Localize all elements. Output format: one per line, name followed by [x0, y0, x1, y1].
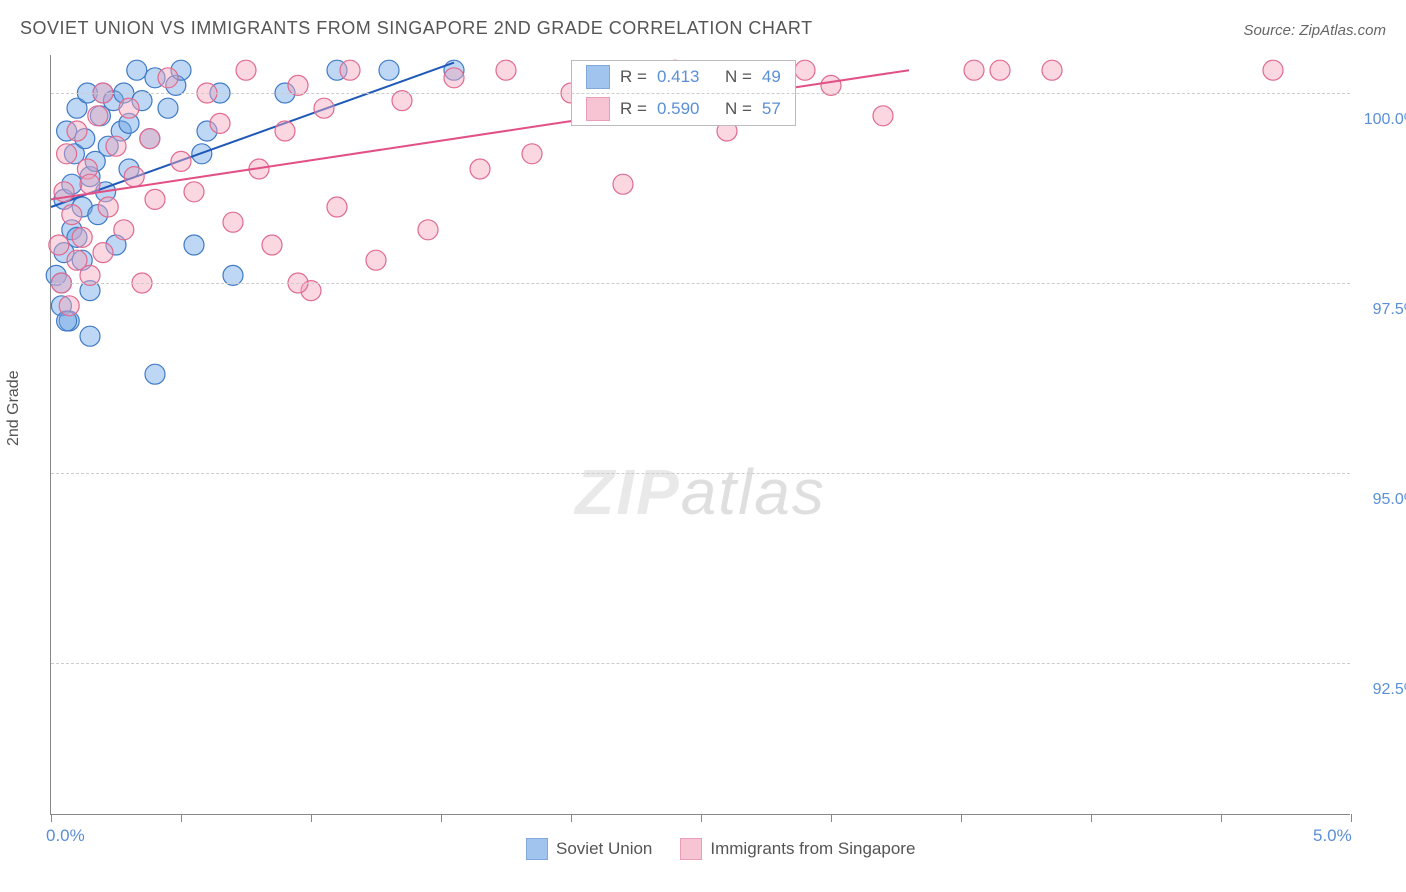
x-tick — [1221, 814, 1222, 822]
data-point-singapore — [98, 197, 118, 217]
data-point-singapore — [470, 159, 490, 179]
chart-container: SOVIET UNION VS IMMIGRANTS FROM SINGAPOR… — [0, 0, 1406, 892]
x-tick — [441, 814, 442, 822]
legend-r-value: 0.413 — [657, 67, 715, 87]
data-point-soviet — [158, 98, 178, 118]
x-tick — [51, 814, 52, 822]
data-point-singapore — [262, 235, 282, 255]
legend-swatch-singapore — [586, 97, 610, 121]
data-point-soviet — [145, 364, 165, 384]
x-tick — [181, 814, 182, 822]
data-point-singapore — [418, 220, 438, 240]
legend-n-label: N = — [725, 99, 752, 119]
legend-r-value: 0.590 — [657, 99, 715, 119]
data-point-soviet — [184, 235, 204, 255]
y-gridline — [51, 93, 1350, 94]
data-point-singapore — [210, 113, 230, 133]
data-point-singapore — [62, 205, 82, 225]
data-point-singapore — [1263, 60, 1283, 80]
x-tick — [701, 814, 702, 822]
legend-n-label: N = — [725, 67, 752, 87]
data-point-singapore — [93, 243, 113, 263]
data-point-singapore — [795, 60, 815, 80]
data-point-singapore — [80, 174, 100, 194]
legend-r-label: R = — [620, 99, 647, 119]
series-legend: Soviet Union Immigrants from Singapore — [526, 838, 915, 860]
legend-series-label: Soviet Union — [556, 839, 652, 859]
data-point-singapore — [145, 189, 165, 209]
data-point-singapore — [114, 220, 134, 240]
chart-title: SOVIET UNION VS IMMIGRANTS FROM SINGAPOR… — [20, 18, 813, 39]
data-point-soviet — [379, 60, 399, 80]
y-gridline — [51, 663, 1350, 664]
data-point-singapore — [67, 121, 87, 141]
x-tick-label: 0.0% — [46, 826, 85, 846]
y-tick-label: 97.5% — [1373, 301, 1406, 319]
legend-swatch-singapore — [680, 838, 702, 860]
legend-n-value: 49 — [762, 67, 781, 87]
legend-row-soviet: R = 0.413 N = 49 — [572, 61, 795, 93]
data-point-singapore — [613, 174, 633, 194]
data-point-singapore — [496, 60, 516, 80]
data-point-singapore — [158, 68, 178, 88]
data-point-singapore — [964, 60, 984, 80]
legend-swatch-soviet — [586, 65, 610, 89]
x-tick — [1351, 814, 1352, 822]
x-tick — [571, 814, 572, 822]
data-point-singapore — [366, 250, 386, 270]
data-point-singapore — [57, 144, 77, 164]
data-point-singapore — [171, 151, 191, 171]
plot-area: ZIPatlas R =0.413N =49R =0.590N =57 Sovi… — [50, 55, 1350, 815]
x-tick — [311, 814, 312, 822]
data-point-singapore — [124, 167, 144, 187]
plot-svg — [51, 55, 1350, 814]
y-gridline — [51, 283, 1350, 284]
legend-n-value: 57 — [762, 99, 781, 119]
legend-series-label: Immigrants from Singapore — [710, 839, 915, 859]
y-axis-label: 2nd Grade — [5, 370, 23, 446]
data-point-singapore — [72, 227, 92, 247]
data-point-soviet — [80, 326, 100, 346]
data-point-singapore — [236, 60, 256, 80]
source-label: Source: ZipAtlas.com — [1243, 22, 1386, 39]
data-point-singapore — [340, 60, 360, 80]
data-point-singapore — [106, 136, 126, 156]
y-tick-label: 100.0% — [1364, 111, 1406, 129]
data-point-singapore — [327, 197, 347, 217]
data-point-singapore — [990, 60, 1010, 80]
legend-r-label: R = — [620, 67, 647, 87]
data-point-singapore — [873, 106, 893, 126]
data-point-singapore — [444, 68, 464, 88]
x-tick-label: 5.0% — [1313, 826, 1352, 846]
legend-swatch-soviet — [526, 838, 548, 860]
data-point-singapore — [119, 98, 139, 118]
data-point-singapore — [223, 212, 243, 232]
x-tick — [831, 814, 832, 822]
data-point-singapore — [88, 106, 108, 126]
x-tick — [961, 814, 962, 822]
y-gridline — [51, 473, 1350, 474]
legend-item-soviet: Soviet Union — [526, 838, 652, 860]
legend-item-singapore: Immigrants from Singapore — [680, 838, 915, 860]
data-point-singapore — [140, 129, 160, 149]
y-tick-label: 95.0% — [1373, 491, 1406, 509]
y-tick-label: 92.5% — [1373, 681, 1406, 699]
data-point-soviet — [127, 60, 147, 80]
data-point-singapore — [184, 182, 204, 202]
data-point-singapore — [1042, 60, 1062, 80]
data-point-singapore — [59, 296, 79, 316]
data-point-singapore — [314, 98, 334, 118]
x-tick — [1091, 814, 1092, 822]
legend-row-singapore: R = 0.590 N = 57 — [572, 93, 795, 125]
data-point-singapore — [49, 235, 69, 255]
data-point-singapore — [275, 121, 295, 141]
data-point-singapore — [522, 144, 542, 164]
